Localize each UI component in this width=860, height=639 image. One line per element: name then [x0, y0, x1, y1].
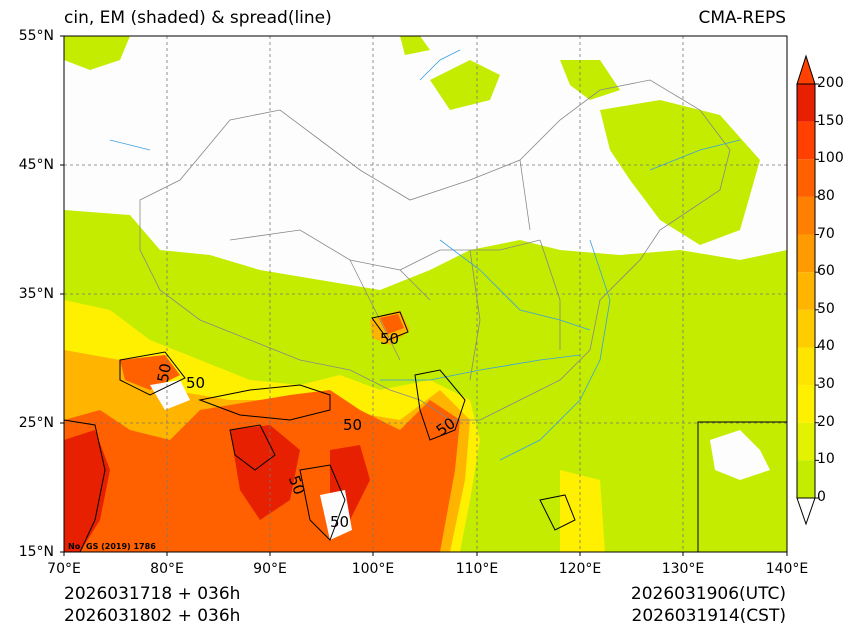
yellow-river	[439, 239, 591, 331]
inset-frame	[697, 421, 788, 553]
river-north	[419, 49, 461, 81]
map-plot-area: 50 50 50 50 50 50 50 No. GS (2019) 1786	[64, 36, 787, 552]
colorbar-swatch	[797, 196, 815, 235]
colorbar-swatch	[797, 234, 815, 273]
colorbar-swatch	[797, 385, 815, 423]
lake-west	[109, 139, 151, 151]
colorbar-under-arrow	[796, 497, 816, 526]
valid-time-utc: 2026031906(UTC)	[630, 584, 786, 604]
gap-northwest	[150, 380, 190, 410]
central-india-extreme	[230, 425, 300, 520]
tibet-red-patch	[380, 314, 404, 334]
rivers-coastline	[109, 49, 741, 461]
colorbar-swatch	[797, 159, 815, 197]
shaded-extreme-cin	[64, 425, 370, 552]
borders	[139, 79, 731, 421]
northwest-india-red	[120, 355, 180, 390]
approval-note: No. GS (2019) 1786	[68, 542, 156, 551]
contour-label: 50	[330, 513, 349, 531]
colorbar-swatch	[797, 460, 815, 498]
contour-label: 50	[343, 416, 362, 434]
lat-label: 25°N	[18, 415, 54, 431]
contour-6	[299, 464, 346, 541]
gridlines	[64, 36, 787, 552]
colorbar-level-label: 60	[817, 263, 835, 280]
colorbar-level-label: 200	[817, 75, 844, 91]
init-time-1: 2026031718 + 036h	[64, 584, 241, 604]
province-line-3	[349, 259, 401, 361]
colorbar-swatch	[797, 422, 815, 461]
colorbar-swatch	[797, 121, 815, 160]
north-shaded-patch	[430, 60, 500, 110]
contour-7	[539, 494, 576, 531]
colorbar-level-label: 80	[817, 187, 835, 204]
contour-1	[119, 351, 186, 396]
contour-label: 50	[154, 362, 175, 384]
lat-label: 45°N	[18, 157, 54, 173]
contour-label: 50	[380, 330, 399, 348]
province-line-5	[539, 239, 561, 350]
colorbar-over-arrow	[796, 54, 816, 85]
sea-yellow-patch	[560, 470, 605, 552]
contour-4	[414, 369, 466, 441]
lat-label: 15°N	[18, 544, 54, 560]
tick-marks	[60, 35, 788, 556]
west-coast-extreme	[64, 430, 110, 552]
colorbar-frame	[796, 83, 816, 499]
inset-gap	[710, 430, 770, 480]
chart-title: cin, EM (shaded) & spread(line)	[64, 8, 332, 28]
lon-label: 140°E	[765, 561, 809, 577]
colorbar-level-label: 40	[817, 338, 835, 355]
init-time-2: 2026031802 + 036h	[64, 606, 241, 626]
lon-label: 130°E	[661, 561, 705, 577]
province-line-6	[519, 159, 531, 231]
colorbar-swatch	[797, 272, 815, 310]
colorbar-level-label: 10	[817, 451, 835, 468]
colorbar-level-label: 20	[817, 413, 835, 430]
lat-label: 55°N	[18, 28, 54, 44]
colorbar-level-label: 70	[817, 225, 835, 242]
colorbar-level-label: 50	[817, 300, 835, 317]
mongolia-shaded-patch	[560, 60, 620, 100]
contour-label: 50	[285, 473, 308, 497]
contour-8	[229, 424, 276, 471]
colorbar-level-label: 150	[817, 112, 844, 129]
contour-2	[198, 384, 331, 421]
colorbar-level-label: 100	[817, 150, 844, 167]
province-line-4	[469, 249, 481, 381]
lon-label: 80°E	[150, 561, 184, 577]
colorbar-swatch	[797, 309, 815, 348]
lat-label: 35°N	[18, 286, 54, 302]
lon-label: 110°E	[455, 561, 499, 577]
lon-label: 70°E	[47, 561, 81, 577]
colorbar-level-label: 0	[817, 489, 826, 505]
colorbar-swatch	[797, 84, 815, 122]
contour-5	[64, 419, 106, 552]
northeast-river	[649, 139, 741, 171]
lon-label: 120°E	[558, 561, 602, 577]
northwest-shaded-patch	[64, 36, 130, 70]
colorbar	[796, 54, 819, 526]
lon-label: 100°E	[351, 561, 395, 577]
yangtze-river	[380, 354, 581, 381]
lon-label: 90°E	[253, 561, 287, 577]
spread-contours	[64, 311, 576, 552]
colorbar-swatch	[797, 347, 815, 386]
china-border	[139, 79, 731, 421]
contour-label: 50	[186, 374, 205, 392]
model-name: CMA-REPS	[698, 8, 786, 28]
east-coast	[499, 239, 611, 461]
contour-3	[371, 311, 409, 341]
colorbar-level-label: 30	[817, 376, 835, 393]
valid-time-cst: 2026031914(CST)	[631, 606, 786, 626]
north-shaded-speck	[400, 36, 430, 55]
